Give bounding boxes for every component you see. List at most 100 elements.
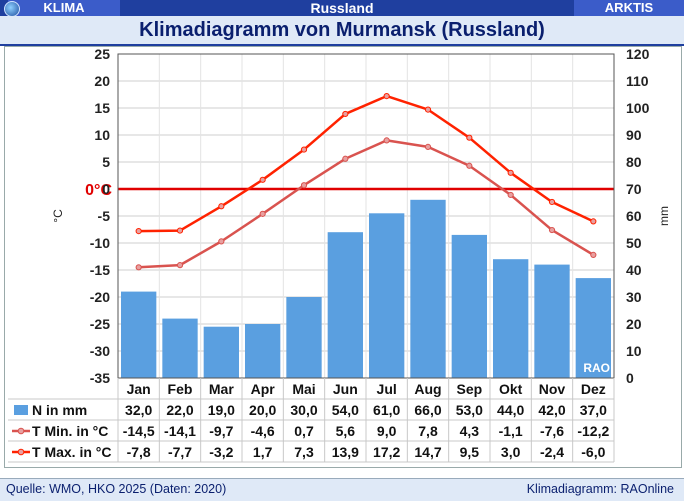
tmax-point xyxy=(548,198,556,206)
table-cell: 32,0 xyxy=(125,402,152,418)
tmin-point xyxy=(218,238,225,245)
tmax-point xyxy=(259,176,266,183)
table-cell: 17,2 xyxy=(373,444,400,460)
country-tab[interactable]: Russland xyxy=(310,0,374,16)
tmax-point xyxy=(218,203,225,210)
credit-note: Klimadiagramm: RAOnline xyxy=(526,482,674,496)
right-tick-label: 30 xyxy=(626,289,642,305)
table-cell: -1,1 xyxy=(499,423,523,439)
table-cell: 19,0 xyxy=(208,402,235,418)
precip-bar xyxy=(534,264,570,378)
tmin-point xyxy=(507,191,514,199)
right-tick-label: 40 xyxy=(626,262,642,278)
precip-bar xyxy=(410,199,446,378)
right-tick-label: 60 xyxy=(626,208,642,224)
tmin-point xyxy=(383,137,390,144)
table-cell: -4,6 xyxy=(251,423,275,439)
left-tick-label: -15 xyxy=(90,262,110,278)
table-row-label: N in mm xyxy=(32,402,87,418)
table-cell: -7,6 xyxy=(540,423,564,439)
table-cell: -2,4 xyxy=(540,444,564,460)
precip-bar xyxy=(369,213,405,378)
month-label: Mar xyxy=(209,381,234,397)
table-cell: 66,0 xyxy=(414,402,441,418)
table-cell: 7,8 xyxy=(418,423,438,439)
tmin-line xyxy=(138,139,594,269)
footer: Quelle: WMO, HKO 2025 (Daten: 2020) Klim… xyxy=(0,478,684,501)
tmin-point xyxy=(424,143,432,150)
table-cell: 4,3 xyxy=(460,423,480,439)
precip-bar xyxy=(203,326,239,378)
table-cell: 5,6 xyxy=(336,423,356,439)
table-cell: 1,7 xyxy=(253,444,273,460)
precip-bar xyxy=(327,232,363,378)
left-tick-label: 20 xyxy=(94,73,110,89)
right-tick-label: 100 xyxy=(626,100,650,116)
table-cell: 42,0 xyxy=(538,402,565,418)
table-cell: -6,0 xyxy=(581,444,605,460)
left-tick-label: -10 xyxy=(90,235,110,251)
month-label: Feb xyxy=(168,381,193,397)
table-cell: -14,5 xyxy=(123,423,155,439)
tmin-point xyxy=(342,155,349,162)
tmin-point xyxy=(466,162,473,169)
table-cell: 54,0 xyxy=(332,402,359,418)
right-tick-label: 0 xyxy=(626,370,634,386)
right-tick-label: 50 xyxy=(626,235,642,251)
precip-bar xyxy=(493,259,529,378)
table-cell: 14,7 xyxy=(414,444,441,460)
precip-bar xyxy=(162,318,198,378)
legend-swatch-precip xyxy=(14,405,28,415)
left-tick-label: -20 xyxy=(90,289,110,305)
left-tick-label: 25 xyxy=(94,46,110,62)
table-cell: -7,7 xyxy=(168,444,192,460)
table-cell: 13,9 xyxy=(332,444,359,460)
precip-bars xyxy=(121,199,611,378)
precip-bar xyxy=(575,278,611,378)
tmax-point xyxy=(342,110,349,118)
zero-label: 0°C xyxy=(85,182,112,199)
right-tick-label: 110 xyxy=(626,73,649,89)
month-label: Dez xyxy=(581,381,606,397)
tmin-point xyxy=(300,182,308,189)
left-tick-label: 15 xyxy=(94,100,110,116)
chart-title: Klimadiagramm von Murmansk (Russland) xyxy=(139,19,545,41)
right-tick-label: 70 xyxy=(626,181,642,197)
month-label: Mai xyxy=(292,381,315,397)
chart-axes: 0°C2520151050-5-10-15-20-25-30-351201101… xyxy=(51,46,671,386)
month-label: Jul xyxy=(377,381,397,397)
tmin-point xyxy=(259,210,266,217)
table-cell: 9,5 xyxy=(460,444,480,460)
tmin-point xyxy=(548,226,556,234)
tmax-point xyxy=(176,227,184,234)
table-cell: 37,0 xyxy=(580,402,607,418)
tmin-point xyxy=(176,262,184,269)
table-cell: -3,2 xyxy=(209,444,233,460)
source-note: Quelle: WMO, HKO 2025 (Daten: 2020) xyxy=(6,482,227,496)
right-tick-label: 20 xyxy=(626,316,642,332)
left-tick-label: 5 xyxy=(102,154,110,170)
table-cell: 53,0 xyxy=(456,402,483,418)
table-cell: 7,3 xyxy=(294,444,314,460)
left-tick-label: 0 xyxy=(102,181,110,197)
legend-marker xyxy=(17,427,25,435)
right-tick-label: 10 xyxy=(626,343,642,359)
left-tick-label: -25 xyxy=(90,316,110,332)
month-label: Sep xyxy=(456,381,482,397)
table-row-label: T Max. in °C xyxy=(32,444,112,460)
table-cell: 22,0 xyxy=(166,402,193,418)
precip-bar xyxy=(245,324,281,378)
climate-tab[interactable]: KLIMA xyxy=(8,0,120,16)
tmax-point xyxy=(424,106,432,113)
month-label: Nov xyxy=(539,381,566,397)
right-axis-label: mm xyxy=(657,206,671,226)
table-cell: 20,0 xyxy=(249,402,276,418)
month-label: Jun xyxy=(333,381,358,397)
tmax-point xyxy=(466,134,473,141)
precip-bar xyxy=(286,297,322,378)
table-cell: 30,0 xyxy=(290,402,317,418)
table-cell: -9,7 xyxy=(209,423,233,439)
table-cell: -7,8 xyxy=(127,444,151,460)
table-cell: 44,0 xyxy=(497,402,524,418)
region-tab[interactable]: ARKTIS xyxy=(574,0,684,16)
